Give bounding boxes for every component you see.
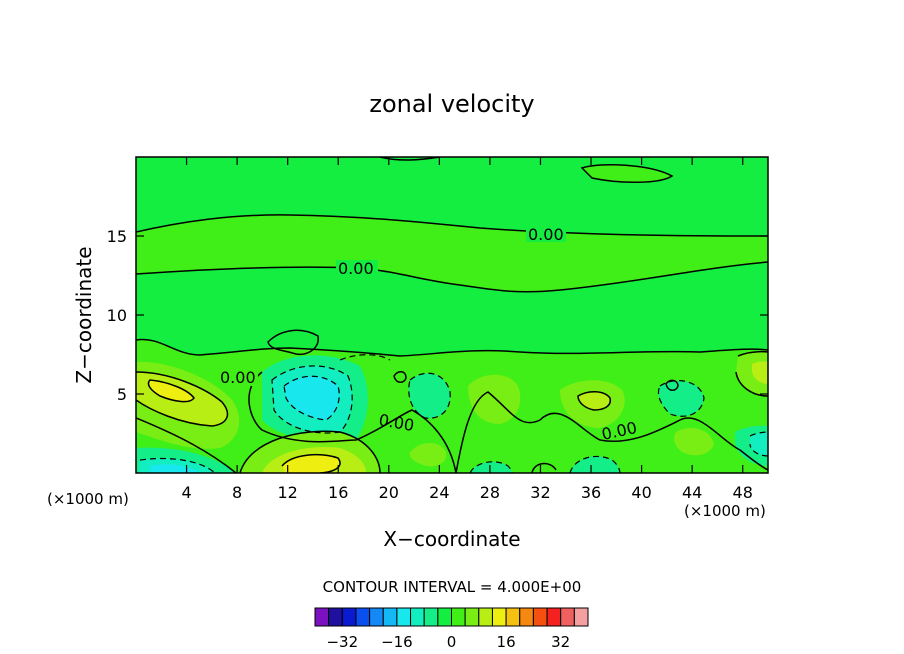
colorbar-swatch (573, 607, 589, 627)
y-tick-label: 15 (107, 227, 127, 246)
x-tick-label: 44 (682, 483, 702, 502)
cold-lobe-dash-44 (657, 380, 705, 417)
upper-light-band (136, 214, 768, 292)
colorbar-swatch (437, 607, 453, 627)
colorbar-swatch (328, 607, 343, 627)
y-axis-label: Z−coordinate (72, 246, 96, 383)
cold-lobe-dash-2 (283, 375, 340, 421)
colorbar-swatch (546, 607, 562, 627)
colorbar-swatch (491, 607, 507, 627)
contour-label: 0.00 (528, 225, 564, 244)
x-unit-right: (×1000 m) (684, 502, 766, 520)
zero-contour-low (136, 338, 768, 357)
colorbar-tick-label: 16 (497, 633, 516, 651)
colorbar (314, 607, 589, 627)
small-loop-44 (665, 379, 679, 391)
left-warm-core-2 (148, 380, 194, 402)
y-axis-ticks: 5 10 15 (107, 227, 768, 404)
colorbar-swatch (560, 607, 575, 627)
left-bottom-cold-3 (150, 464, 200, 473)
left-warm-core-contour (147, 379, 195, 403)
colorbar-swatch (314, 607, 330, 627)
warm-36-core-contour (577, 391, 612, 411)
contour-lines (136, 157, 768, 473)
warm-lobe-bottom-24 (409, 443, 447, 467)
x-tick-label: 32 (530, 483, 550, 502)
x-axis-label: X−coordinate (383, 527, 520, 551)
y-tick-label: 10 (107, 306, 127, 325)
x-tick-label: 28 (480, 483, 500, 502)
cold-lobe-dash-bottom-right (749, 431, 768, 457)
colorbar-swatch (505, 607, 521, 627)
contour-interval-label: CONTOUR INTERVAL = 4.000E+00 (323, 578, 582, 596)
negative-contour-lines (139, 354, 768, 473)
colorbar-swatch (464, 607, 480, 627)
colorbar-swatch (410, 607, 425, 627)
colorbar-tick-label: 32 (551, 633, 570, 651)
colorbar-swatch (451, 607, 466, 627)
colorbar-swatch (341, 607, 357, 627)
y-tick-label: 5 (117, 385, 127, 404)
chart-title: zonal velocity (369, 90, 534, 118)
colorbar-swatch (423, 607, 439, 627)
left-warm-contour (136, 371, 229, 427)
colorbar-tick-label: −16 (381, 633, 413, 651)
zero-contour-upper (136, 214, 768, 237)
contour-label: 0.00 (220, 368, 256, 387)
contour-label: 0.00 (338, 259, 374, 278)
colorbar-swatch (478, 607, 493, 627)
warm-lobe-28 (468, 374, 521, 424)
warm-lobe-36-core (578, 391, 611, 410)
colorbar-swatch (519, 607, 534, 627)
cold-lobe-bottom-right-core (750, 432, 768, 456)
cold-lobe-dash-bottom-left (139, 457, 216, 473)
x-tick-label: 12 (278, 483, 298, 502)
x-tick-label: 24 (429, 483, 449, 502)
x-unit-left: (×1000 m) (47, 490, 129, 508)
small-loop-left-upper (267, 329, 319, 356)
small-loop-bottom-32 (531, 462, 557, 473)
x-tick-label: 4 (181, 483, 191, 502)
dash-upper-20 (339, 354, 391, 361)
warm-lobe-44-bottom (674, 428, 714, 456)
x-tick-label: 8 (232, 483, 242, 502)
x-tick-label: 48 (733, 483, 753, 502)
zero-contour-mid (136, 261, 768, 293)
colorbar-swatch (369, 607, 384, 627)
x-tick-label: 16 (328, 483, 348, 502)
colorbar-tick-label: 0 (447, 633, 457, 651)
colorbar-swatch (355, 607, 371, 627)
cold-lobe-dash-28 (469, 461, 513, 473)
x-tick-label: 36 (581, 483, 601, 502)
x-tick-label: 40 (631, 483, 651, 502)
x-tick-label: 20 (379, 483, 399, 502)
cold-lobe-dash-1 (271, 365, 353, 434)
cold-lobe-dash-bottom-36 (569, 455, 621, 473)
colorbar-swatch (532, 607, 548, 627)
warm-bottom-core (282, 454, 340, 473)
colorbar-labels: −32 −16 0 16 32 (326, 633, 570, 651)
warm-lobe-right-core (752, 361, 768, 384)
zero-contour-top-right (580, 164, 674, 183)
warm-bottom-core-contour (281, 453, 341, 473)
small-loop-20 (393, 371, 407, 383)
colorbar-swatch (396, 607, 412, 627)
warm-bottom-contour (239, 430, 381, 473)
colorbar-tick-label: −32 (326, 633, 358, 651)
x-axis-ticks: 4 8 12 16 20 24 28 32 36 40 44 48 (181, 157, 753, 502)
zero-contour-lower-wave (136, 371, 768, 473)
cold-lobe-dash-center (408, 372, 451, 419)
cold-lobe-center (408, 373, 451, 419)
colorbar-swatch (382, 607, 398, 627)
cold-lobe-bottom-36 (570, 456, 620, 473)
cold-lobe-3 (284, 376, 340, 420)
